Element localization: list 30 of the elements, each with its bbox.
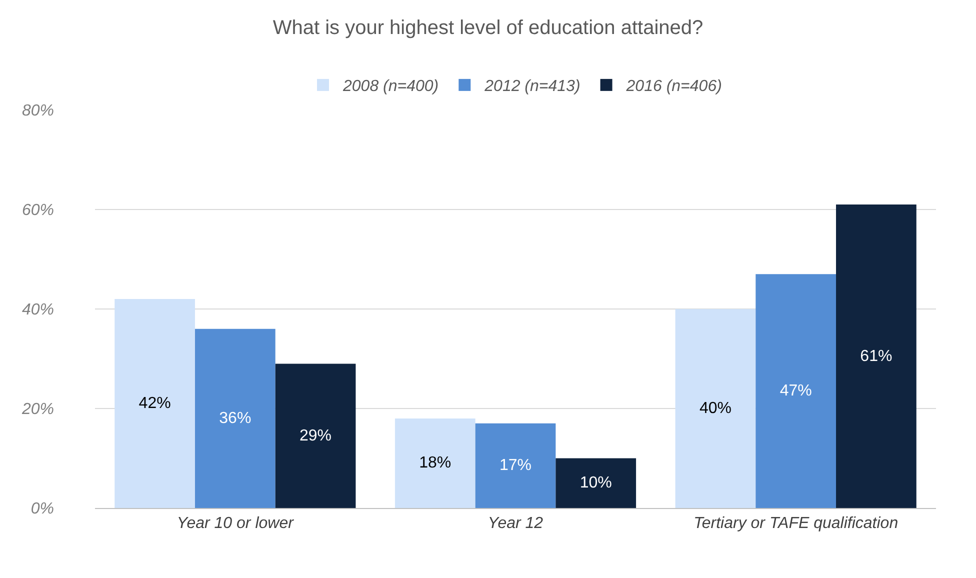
- y-tick-label: 60%: [22, 202, 54, 220]
- bar: [275, 364, 356, 508]
- x-tick-label: Year 12: [488, 515, 544, 532]
- bar: [475, 423, 556, 508]
- data-label: 47%: [780, 382, 812, 400]
- bar: [836, 204, 916, 508]
- bar: [756, 274, 836, 508]
- data-label: 61%: [860, 348, 892, 365]
- chart-title: What is your highest level of education attained?: [272, 17, 704, 40]
- bar: [675, 309, 756, 508]
- y-tick-label: 80%: [22, 102, 54, 120]
- data-label: 36%: [219, 410, 252, 427]
- y-tick-label: 20%: [20, 401, 54, 418]
- legend-label: 2008 (n=400): [342, 78, 439, 96]
- data-label: 17%: [499, 457, 532, 474]
- y-tick-label: 40%: [22, 302, 54, 319]
- bar: [394, 418, 476, 508]
- y-tick-label: 0%: [30, 500, 54, 518]
- legend-label: 2012 (n=413): [484, 78, 580, 96]
- data-label: 40%: [699, 400, 732, 417]
- data-label: 18%: [419, 454, 452, 472]
- bar: [114, 299, 195, 508]
- legend-label: 2016 (n=406): [625, 78, 722, 96]
- data-label: 29%: [300, 427, 332, 444]
- data-label: 10%: [580, 474, 612, 492]
- data-label: 42%: [138, 395, 171, 412]
- x-tick-label: Tertiary or TAFE qualification: [694, 515, 898, 532]
- x-tick-label: Year 10 or lower: [176, 515, 294, 532]
- bar: [194, 328, 276, 508]
- bar: [556, 458, 636, 508]
